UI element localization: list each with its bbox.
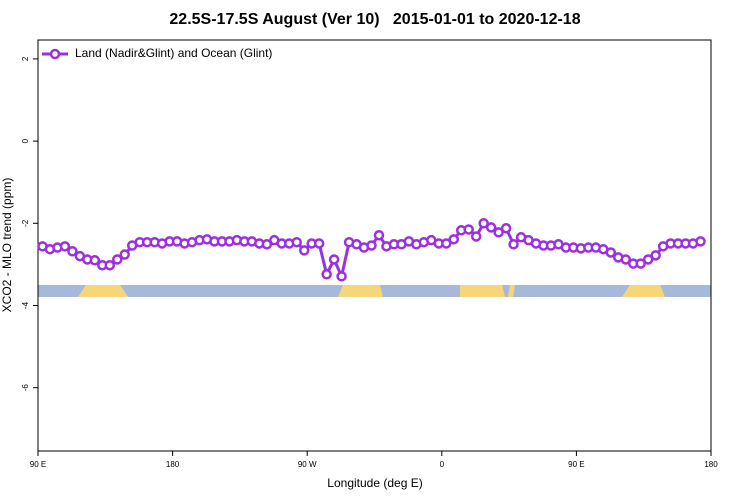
data-point xyxy=(336,271,347,282)
data-point xyxy=(67,246,78,257)
x-tick-label: 90 E xyxy=(568,460,584,469)
data-point xyxy=(291,236,302,248)
land-band xyxy=(78,285,128,297)
data-point xyxy=(261,239,273,250)
data-point xyxy=(642,254,654,265)
x-axis-label: Longitude (deg E) xyxy=(327,476,422,490)
y-axis-label: XCO2 - MLO trend (ppm) xyxy=(0,178,14,313)
land-band xyxy=(460,285,505,297)
data-point xyxy=(485,222,497,233)
land-band xyxy=(338,285,383,297)
data-point xyxy=(605,247,617,258)
y-tick-label: -2 xyxy=(21,219,30,227)
data-point xyxy=(448,234,460,245)
data-point xyxy=(298,245,310,256)
legend-label: Land (Nadir&Glint) and Ocean (Glint) xyxy=(75,46,272,60)
y-tick-label: -4 xyxy=(21,301,30,309)
data-point xyxy=(635,258,646,269)
data-point xyxy=(313,238,325,249)
data-point xyxy=(463,224,474,235)
data-point xyxy=(373,229,385,241)
data-point xyxy=(493,227,504,238)
data-point xyxy=(470,231,482,242)
data-point xyxy=(650,250,661,261)
data-point xyxy=(695,236,706,247)
y-tick-label: 2 xyxy=(21,56,30,61)
data-point xyxy=(112,254,123,265)
x-tick-label: 180 xyxy=(166,460,180,469)
y-tick-label: -6 xyxy=(21,384,30,392)
y-tick-label: 0 xyxy=(21,138,30,143)
data-point xyxy=(321,269,332,280)
data-point xyxy=(89,255,101,266)
data-point xyxy=(59,241,71,252)
legend-marker xyxy=(49,48,61,60)
data-point xyxy=(104,259,116,271)
land-band xyxy=(622,285,665,297)
data-point xyxy=(620,254,632,265)
chart-title: 22.5S-17.5S August (Ver 10) 2015-01-01 t… xyxy=(169,11,580,28)
data-point xyxy=(508,239,519,250)
x-tick-label: 90 E xyxy=(30,460,46,469)
data-point xyxy=(441,238,452,249)
data-point xyxy=(366,240,377,251)
data-point xyxy=(500,222,512,234)
x-tick-label: 0 xyxy=(440,460,445,469)
x-tick-label: 90 W xyxy=(298,460,317,469)
land-band xyxy=(508,285,515,297)
data-point xyxy=(478,218,489,229)
x-tick-label: 180 xyxy=(704,460,718,469)
surface-band xyxy=(38,285,711,297)
data-point xyxy=(119,249,130,260)
data-point xyxy=(328,254,340,265)
